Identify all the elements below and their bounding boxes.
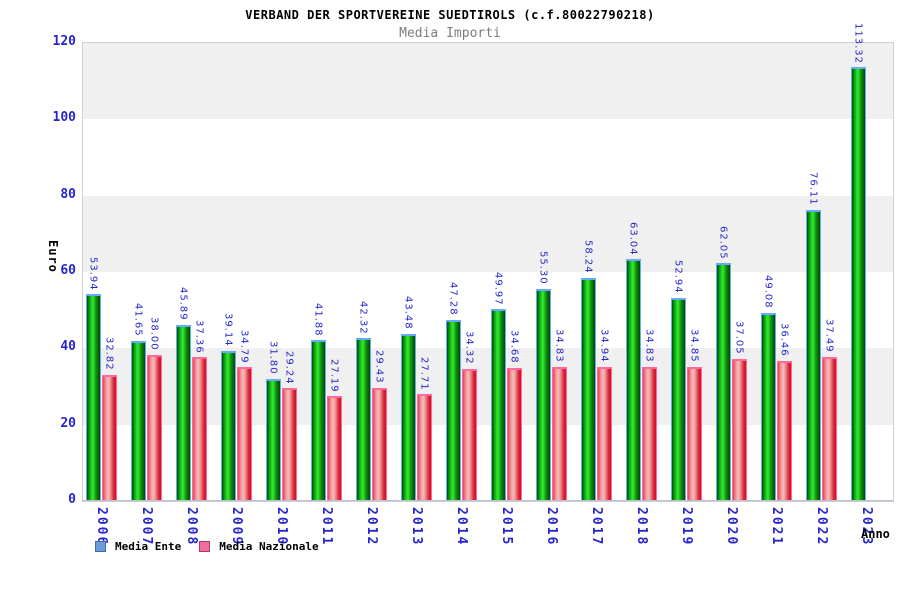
y-tick-label: 0 bbox=[68, 492, 76, 507]
x-tick-label: 2015 bbox=[499, 507, 514, 547]
legend-swatch-media-ente bbox=[95, 541, 106, 552]
legend: Media Ente Media Nazionale bbox=[95, 540, 319, 553]
legend-label-media-nazionale: Media Nazionale bbox=[219, 540, 319, 553]
legend-label-media-ente: Media Ente bbox=[115, 540, 182, 553]
chart-title: VERBAND DER SPORTVEREINE SUEDTIROLS (c.f… bbox=[245, 8, 655, 22]
grid-band bbox=[83, 195, 893, 272]
grid-band bbox=[83, 43, 893, 120]
legend-swatch-media-nazionale bbox=[199, 541, 211, 552]
grid-band bbox=[83, 348, 893, 425]
y-tick-label: 60 bbox=[60, 263, 76, 278]
x-tick-label: 2013 bbox=[409, 507, 424, 547]
x-tick-label: 2011 bbox=[319, 507, 334, 547]
x-tick-label: 2016 bbox=[544, 507, 559, 547]
x-tick-label: 2021 bbox=[769, 507, 784, 547]
y-tick-label: 20 bbox=[60, 415, 76, 431]
x-tick-label: 2022 bbox=[814, 507, 829, 547]
x-tick-label: 2018 bbox=[634, 507, 649, 547]
y-axis-title: Euro bbox=[46, 240, 60, 273]
x-tick-label: 2014 bbox=[454, 507, 469, 547]
x-tick-label: 2017 bbox=[589, 507, 604, 547]
x-tick-label: 2020 bbox=[724, 507, 739, 547]
y-tick-label: 80 bbox=[60, 186, 76, 202]
plot-area bbox=[82, 42, 894, 502]
x-tick-label: 2019 bbox=[679, 507, 694, 547]
x-tick-label: 2012 bbox=[364, 507, 379, 547]
y-tick-label: 40 bbox=[60, 339, 76, 355]
y-tick-label: 100 bbox=[52, 110, 76, 126]
x-axis-title: Anno bbox=[861, 527, 890, 541]
chart-subtitle: Media Importi bbox=[399, 26, 501, 41]
